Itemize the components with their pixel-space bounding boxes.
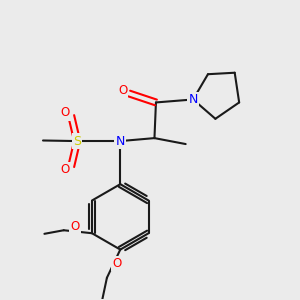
Text: S: S xyxy=(73,135,81,148)
Text: O: O xyxy=(118,84,127,97)
Text: O: O xyxy=(61,163,70,176)
Text: O: O xyxy=(61,106,70,119)
Text: N: N xyxy=(116,135,125,148)
Text: N: N xyxy=(188,93,198,106)
Text: O: O xyxy=(112,257,122,270)
Text: O: O xyxy=(70,220,80,233)
